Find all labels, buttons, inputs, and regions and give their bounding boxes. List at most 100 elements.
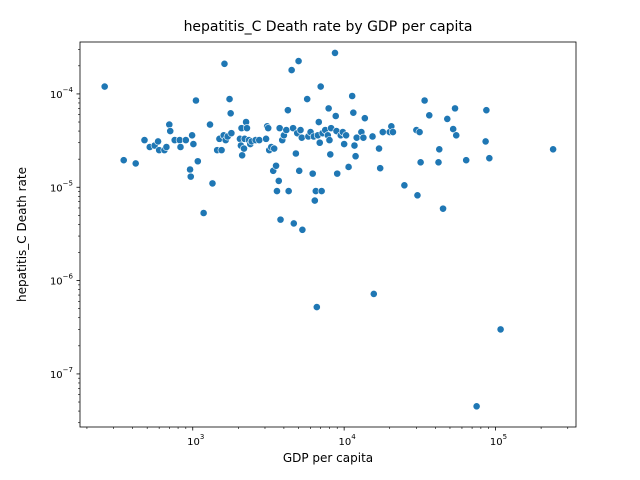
data-point [315, 138, 324, 147]
plot-frame [79, 41, 577, 428]
x-tick-label: 104 [339, 433, 357, 448]
y-tick-label: 10−7 [50, 366, 73, 381]
data-point [289, 124, 297, 133]
data-point [186, 165, 194, 174]
data-point [340, 140, 349, 148]
data-point [100, 82, 109, 91]
data-point [295, 166, 304, 175]
data-point [481, 137, 490, 146]
data-point [217, 146, 226, 155]
data-point [376, 164, 385, 173]
data-point [451, 104, 459, 113]
data-point [240, 144, 248, 153]
data-point [189, 140, 198, 148]
y-axis-label: hepatitis_C Death rate [15, 167, 29, 302]
data-point [289, 219, 298, 228]
data-point [294, 57, 303, 65]
data-point [351, 152, 360, 161]
data-point [413, 191, 422, 200]
data-point [166, 127, 175, 135]
y-tick-label: 10−6 [50, 273, 74, 288]
data-point [291, 149, 300, 158]
data-point [154, 137, 162, 146]
data-point [348, 92, 357, 100]
data-point [331, 49, 339, 57]
data-point [350, 141, 359, 150]
y-tick-label: 10−5 [50, 179, 73, 194]
data-point [220, 59, 229, 68]
data-point [283, 106, 292, 115]
data-point [331, 112, 340, 120]
data-point [312, 303, 321, 311]
data-point [317, 187, 326, 195]
data-point [165, 120, 174, 129]
data-point [287, 66, 296, 74]
data-point [368, 132, 377, 141]
data-point [324, 104, 333, 113]
data-point [208, 179, 217, 188]
data-point [275, 124, 284, 133]
data-point [425, 111, 434, 120]
data-point [206, 120, 214, 129]
data-point [316, 82, 325, 91]
data-point [225, 95, 234, 103]
data-point [243, 124, 251, 133]
data-point [226, 109, 235, 118]
data-point [131, 159, 140, 168]
data-point [443, 115, 452, 123]
data-point [176, 143, 185, 151]
data-point [274, 176, 283, 185]
data-point [262, 134, 270, 143]
data-point [389, 128, 397, 136]
data-point [193, 157, 202, 166]
data-point [119, 156, 128, 165]
data-point [549, 145, 557, 154]
data-point [325, 136, 334, 145]
data-point [272, 161, 280, 170]
data-point [326, 150, 335, 159]
data-point [298, 225, 307, 234]
data-point [342, 131, 350, 140]
data-point [264, 124, 273, 133]
data-point [192, 96, 200, 105]
data-point [333, 169, 342, 178]
data-point [482, 106, 491, 115]
data-point [188, 131, 196, 140]
data-point [162, 143, 171, 151]
data-point [449, 125, 458, 133]
data-point [238, 151, 247, 160]
data-point [344, 163, 353, 171]
data-point [496, 325, 505, 334]
data-point [485, 154, 494, 163]
data-point [255, 136, 264, 145]
data-point [314, 118, 323, 126]
data-point [186, 172, 195, 181]
data-point [462, 156, 471, 165]
x-tick-label: 105 [490, 433, 507, 448]
x-axis-label: GDP per capita [283, 451, 373, 465]
data-point [140, 136, 149, 145]
data-point [181, 136, 190, 145]
y-tick-label: 10−4 [50, 86, 74, 101]
data-point [284, 187, 293, 195]
data-point [434, 158, 443, 167]
points-layer [100, 49, 557, 411]
data-point [375, 144, 383, 153]
data-point [227, 129, 236, 138]
data-point [303, 95, 312, 103]
x-tick-label: 103 [187, 433, 204, 448]
data-point [349, 108, 358, 117]
data-point [439, 204, 447, 213]
data-point [310, 196, 319, 205]
data-point [308, 169, 317, 178]
chart-title: hepatitis_C Death rate by GDP per capita [184, 19, 473, 35]
data-point [416, 158, 425, 167]
data-point [435, 145, 444, 154]
data-point [472, 402, 481, 411]
data-point [452, 131, 461, 140]
data-point [273, 187, 281, 195]
data-point [369, 290, 378, 298]
data-point [400, 181, 409, 190]
